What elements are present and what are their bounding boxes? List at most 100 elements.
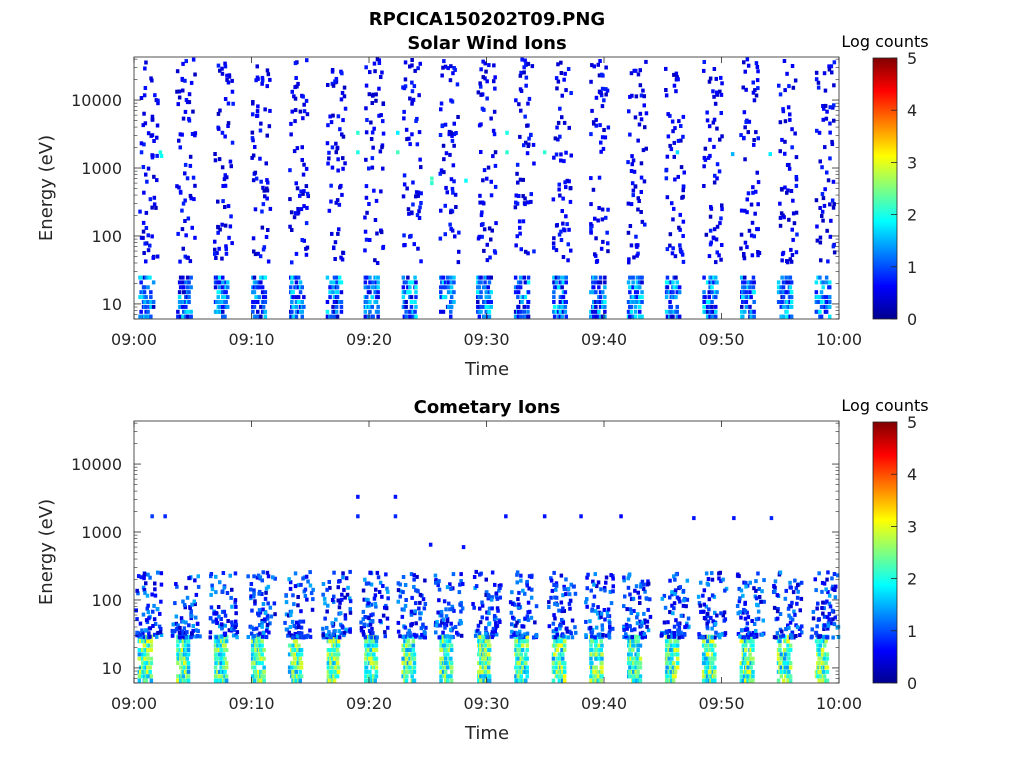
spectrogram-cell [184, 98, 189, 102]
spectrogram-cell [183, 109, 188, 114]
spectrogram-cell [489, 275, 493, 280]
spectrogram-cell [665, 285, 670, 290]
spectrogram-cell [478, 200, 482, 205]
spectrogram-cell [284, 612, 289, 617]
spectrogram-cell [639, 93, 644, 98]
spectrogram-cell [515, 678, 519, 683]
spectrogram-cell [294, 309, 299, 314]
spectrogram-cell [814, 588, 818, 593]
spectrogram-cell [568, 606, 572, 611]
spectrogram-cell [530, 64, 535, 69]
spectrogram-cell [822, 71, 827, 76]
spectrogram-cell [329, 285, 333, 290]
spectrogram-cell [298, 619, 302, 624]
spectrogram-cell [638, 295, 642, 300]
spectrogram-cell [476, 628, 480, 633]
spectrogram-cell [705, 639, 710, 644]
spectrogram-cell [136, 591, 140, 596]
spectrogram-cell [153, 581, 157, 586]
spectrogram-cell [152, 617, 157, 622]
spectrogram-cell [405, 656, 409, 661]
spectrogram-cell [525, 123, 529, 128]
spectrogram-cell [824, 587, 828, 592]
spectrogram-cell [508, 600, 513, 605]
spectrogram-cell [745, 627, 750, 632]
spectrogram-cell [325, 625, 329, 630]
spectrogram-cell [746, 669, 750, 674]
spectrogram-cell [341, 118, 345, 123]
spectrogram-cell [386, 596, 390, 601]
spectrogram-cell [185, 176, 190, 181]
spectrogram-cell [668, 595, 672, 600]
spectrogram-cell [448, 222, 452, 227]
spectrogram-cell [258, 631, 262, 636]
spectrogram-cell [252, 304, 257, 309]
spectrogram-cell [451, 572, 456, 577]
spectrogram-cell [760, 632, 764, 637]
spectrogram-cell [554, 223, 559, 228]
spectrogram-cell [589, 176, 593, 181]
spectrogram-cell [816, 309, 820, 314]
spectrogram-cell [561, 661, 565, 666]
spectrogram-cell [715, 290, 719, 295]
spectrogram-cell [556, 79, 561, 84]
spectrogram-cell [176, 661, 180, 666]
spectrogram-cell [406, 207, 411, 212]
spectrogram-cell [509, 634, 514, 639]
spectrogram-cell [665, 661, 669, 666]
spectrogram-cell [174, 582, 178, 586]
spectrogram-cell [296, 275, 301, 280]
spectrogram-cell [590, 661, 594, 666]
spectrogram-cell [472, 605, 476, 610]
spectrogram-cell [664, 168, 668, 173]
spectrogram-cell [563, 290, 568, 295]
spectrogram-cell [414, 634, 418, 639]
spectrogram-cell [310, 607, 315, 612]
spectrogram-cell [342, 587, 346, 592]
spectrogram-cell [364, 581, 369, 586]
spectrogram-cell [192, 599, 196, 604]
spectrogram-cell [622, 604, 626, 609]
spectrogram-cell [784, 665, 788, 670]
spectrogram-cell [603, 304, 607, 309]
spectrogram-cell [622, 575, 626, 580]
spectrogram-cell [258, 610, 263, 615]
spectrogram-cell [412, 669, 417, 674]
spectrogram-cell [555, 602, 560, 607]
spectrogram-cell [216, 199, 220, 204]
spectrogram-cell [820, 648, 825, 652]
spectrogram-cell [570, 635, 575, 640]
spectrogram-cell [321, 582, 326, 586]
spectrogram-cell [256, 309, 260, 314]
spectrogram-cell [217, 280, 222, 285]
spectrogram-cell [221, 309, 225, 314]
spectrogram-cell [497, 583, 502, 588]
spectrogram-cell [638, 304, 642, 309]
spectrogram-cell [326, 83, 330, 87]
spectrogram-cell [793, 78, 798, 83]
spectrogram-cell [376, 309, 380, 314]
spectrogram-cell [406, 285, 410, 290]
spectrogram-cell [356, 150, 360, 155]
spectrogram-cell [703, 157, 708, 162]
spectrogram-cell [702, 68, 706, 73]
spectrogram-cell [483, 76, 487, 81]
spectrogram-cell [408, 285, 412, 290]
spectrogram-cell [787, 669, 791, 674]
spectrogram-cell [697, 632, 701, 637]
spectrogram-cell [142, 285, 147, 290]
spectrogram-cell [343, 616, 348, 621]
spectrogram-cell [556, 314, 561, 319]
spectrogram-cell [514, 648, 518, 652]
spectrogram-cell [644, 59, 648, 64]
spectrogram-cell [333, 240, 338, 245]
spectrogram-cell [597, 206, 601, 210]
spectrogram-cell [294, 643, 298, 648]
spectrogram-cell [146, 656, 150, 661]
spectrogram-cell [141, 674, 145, 679]
spectrogram-cell [340, 624, 344, 629]
spectrogram-cell [224, 290, 228, 295]
spectrogram-cell [681, 184, 686, 189]
spectrogram-cell [338, 600, 342, 605]
spectrogram-cell [505, 150, 509, 155]
